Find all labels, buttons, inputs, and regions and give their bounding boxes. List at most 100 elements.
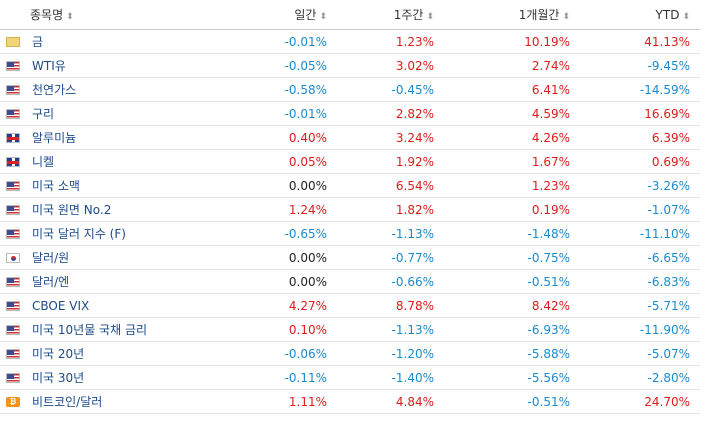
instrument-link[interactable]: 니켈 [32,155,55,169]
weekly-change-cell: 1.82% [337,197,444,222]
instrument-link[interactable]: 구리 [32,107,55,121]
header-row: 종목명 ⬍ 일간 ⬍ 1주간 ⬍ 1개월간 ⬍ YTD ⬍ [0,0,700,30]
daily-change-cell: -0.11% [230,365,337,390]
instrument-link[interactable]: 달러/원 [32,251,70,265]
column-header-name-label: 종목명 [30,8,64,22]
instrument-link[interactable]: 달러/엔 [32,275,70,289]
instrument-cell: CBOE VIX [0,293,230,318]
instrument-link[interactable]: 미국 10년물 국채 금리 [32,323,148,337]
instrument-link[interactable]: 비트코인/달러 [32,395,103,409]
monthly-change-cell: 6.41% [444,77,580,102]
instrument-link[interactable]: 금 [32,35,44,49]
monthly-change-cell: 0.19% [444,197,580,222]
ytd-change-cell: 0.69% [580,149,700,174]
weekly-change-cell: 3.02% [337,53,444,78]
table-row: CBOE VIX 4.27% 8.78% 8.42% -5.71% [0,293,700,318]
sort-arrows-icon: ⬍ [319,12,327,22]
column-header-name[interactable]: 종목명 ⬍ [0,0,230,30]
ytd-change-cell: -3.26% [580,173,700,198]
monthly-change-cell: -1.48% [444,221,580,246]
weekly-change-cell: -1.40% [337,365,444,390]
column-header-monthly-label: 1개월간 [518,8,560,22]
sort-arrows-icon: ⬍ [66,12,74,22]
instrument-cell: 니켈 [0,149,230,174]
ytd-change-cell: -9.45% [580,53,700,78]
ytd-change-cell: -1.07% [580,197,700,222]
instrument-link[interactable]: WTI유 [32,59,66,73]
ytd-change-cell: -11.10% [580,221,700,246]
us-flag-icon [6,85,20,95]
us-flag-icon [6,373,20,383]
ytd-change-cell: -6.83% [580,269,700,294]
instrument-link[interactable]: CBOE VIX [32,298,90,313]
weekly-change-cell: 1.92% [337,149,444,174]
instrument-cell: 달러/엔 [0,269,230,294]
ytd-change-cell: 16.69% [580,101,700,126]
table-row: 달러/원 0.00% -0.77% -0.75% -6.65% [0,245,700,270]
sort-arrows-icon: ⬍ [562,12,570,22]
daily-change-cell: 0.10% [230,317,337,342]
column-header-weekly[interactable]: 1주간 ⬍ [337,0,444,30]
instrument-link[interactable]: 미국 30년 [32,371,85,385]
instrument-cell: 알루미늄 [0,125,230,150]
table-row: 금 -0.01% 1.23% 10.19% 41.13% [0,29,700,54]
us-flag-icon [6,300,20,311]
monthly-change-cell: 4.59% [444,101,580,126]
weekly-change-cell: -1.13% [337,221,444,246]
column-header-monthly[interactable]: 1개월간 ⬍ [444,0,580,30]
weekly-change-cell: -0.45% [337,77,444,102]
instrument-link[interactable]: 미국 달러 지수 (F) [32,227,126,241]
ytd-change-cell: 41.13% [580,29,700,54]
table-row: 니켈 0.05% 1.92% 1.67% 0.69% [0,149,700,174]
daily-change-cell: 1.11% [230,389,337,414]
us-flag-icon [6,181,20,191]
instrument-cell: 구리 [0,101,230,126]
table-row: 미국 30년 -0.11% -1.40% -5.56% -2.80% [0,365,700,390]
column-header-ytd[interactable]: YTD ⬍ [580,0,700,30]
instrument-cell: 미국 30년 [0,365,230,390]
table-row: 미국 10년물 국채 금리 0.10% -1.13% -6.93% -11.90% [0,317,700,342]
monthly-change-cell: 10.19% [444,29,580,54]
instrument-cell: 미국 소맥 [0,173,230,198]
table-row: 달러/엔 0.00% -0.66% -0.51% -6.83% [0,269,700,294]
ytd-change-cell: 6.39% [580,125,700,150]
instrument-link[interactable]: 미국 소맥 [32,179,80,193]
column-header-daily-label: 일간 [294,8,317,22]
daily-change-cell: 0.00% [230,245,337,270]
daily-change-cell: -0.01% [230,101,337,126]
bitcoin-icon: ₿ [6,397,20,407]
monthly-change-cell: -6.93% [444,317,580,342]
ytd-change-cell: 24.70% [580,389,700,414]
kr-flag-icon [6,253,20,263]
weekly-change-cell: 2.82% [337,101,444,126]
instrument-cell: WTI유 [0,53,230,78]
monthly-change-cell: 1.67% [444,149,580,174]
us-flag-icon [6,61,20,71]
ytd-change-cell: -5.71% [580,293,700,318]
ytd-change-cell: -5.07% [580,341,700,366]
instrument-link[interactable]: 알루미늄 [32,131,77,145]
instrument-link[interactable]: 미국 20년 [32,347,85,361]
table-row: 구리 -0.01% 2.82% 4.59% 16.69% [0,101,700,126]
instrument-link[interactable]: 미국 원면 No.2 [32,203,112,217]
instrument-cell: ₿ 비트코인/달러 [0,389,230,414]
instrument-cell: 천연가스 [0,77,230,102]
us-flag-icon [6,229,20,239]
column-header-daily[interactable]: 일간 ⬍ [230,0,337,30]
daily-change-cell: -0.01% [230,29,337,54]
sort-arrows-icon: ⬍ [426,12,434,22]
us-flag-icon [6,205,20,215]
table-row: 천연가스 -0.58% -0.45% 6.41% -14.59% [0,77,700,102]
monthly-change-cell: 4.26% [444,125,580,150]
daily-change-cell: 0.00% [230,173,337,198]
uk-flag-icon [6,133,20,143]
weekly-change-cell: -1.20% [337,341,444,366]
weekly-change-cell: 1.23% [337,29,444,54]
monthly-change-cell: 2.74% [444,53,580,78]
instrument-link[interactable]: 천연가스 [32,83,77,97]
weekly-change-cell: 4.84% [337,389,444,414]
us-flag-icon [6,277,20,287]
daily-change-cell: -0.58% [230,77,337,102]
ytd-change-cell: -6.65% [580,245,700,270]
instrument-cell: 미국 원면 No.2 [0,197,230,222]
